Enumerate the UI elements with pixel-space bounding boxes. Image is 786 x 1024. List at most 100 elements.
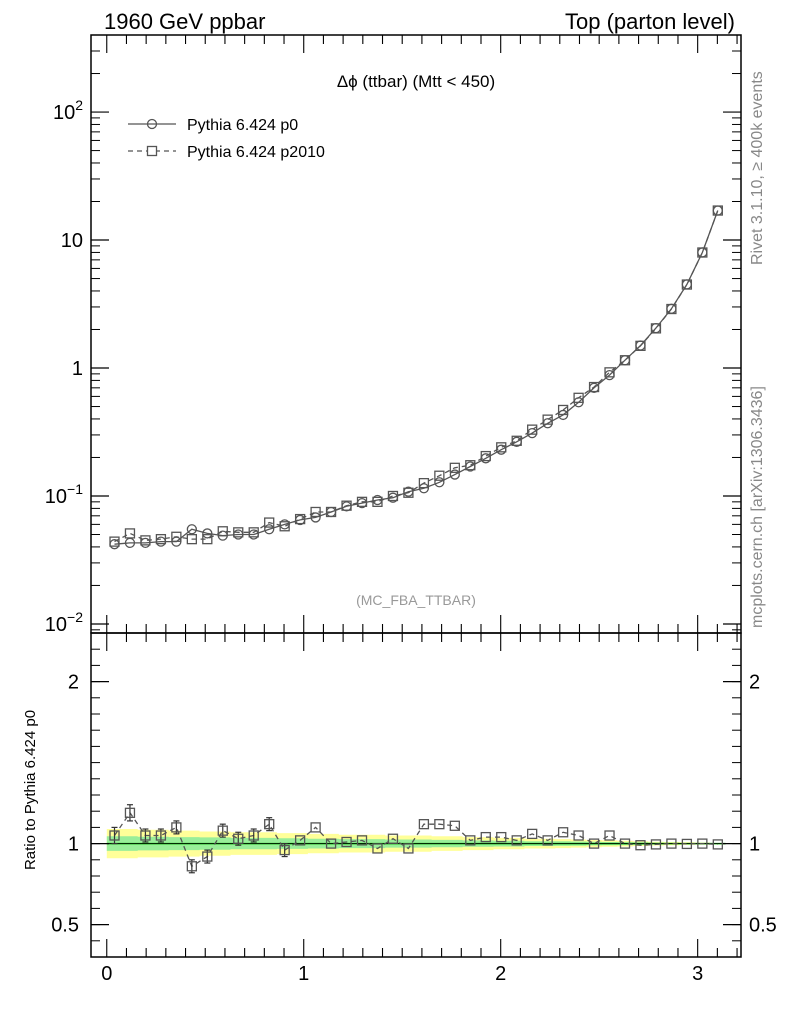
data-point-p2010 (604, 367, 615, 378)
ratio-point (449, 820, 460, 831)
ratio-point (310, 822, 321, 833)
mcplots-label: mcplots.cern.ch [arXiv:1306.3436] (749, 386, 766, 628)
legend-marker-p0 (146, 118, 158, 130)
ratio-point (681, 838, 693, 850)
data-point-p2010 (418, 477, 430, 489)
ratio-point (697, 838, 708, 849)
ratio-point (542, 835, 553, 846)
data-point-p0 (202, 528, 213, 539)
x-tick-label: 3 (692, 963, 703, 985)
data-point-p2010 (264, 517, 275, 528)
data-point-p2010 (666, 303, 677, 315)
chart-title: Δϕ (ttbar) (Mtt < 450) (337, 72, 495, 91)
rivet-label: Rivet 3.1.10, ≥ 400k events (749, 71, 766, 265)
ratio-point (635, 840, 646, 851)
data-point-p2010 (650, 323, 662, 334)
x-tick-labels: 0 1 2 3 (101, 963, 703, 985)
lower-panel: 0.5 0.5 1 1 2 2 (51, 633, 777, 957)
legend-label-p0: Pythia 6.424 p0 (187, 117, 298, 134)
ratio-point (279, 844, 290, 856)
series-line-1 (114, 210, 719, 543)
ratio-point (155, 830, 167, 841)
data-point-p0 (310, 512, 321, 523)
data-point-p0 (434, 477, 445, 488)
ratio-point (465, 835, 476, 846)
data-point-p2010 (171, 531, 182, 542)
data-point-p2010 (588, 381, 600, 393)
data-point-p2010 (619, 355, 631, 366)
data-point-p2010 (403, 487, 414, 498)
ratio-point (217, 825, 228, 836)
ratio-point (619, 838, 631, 849)
ratio-point (511, 835, 522, 846)
lower-ytick-label: 0.5 (51, 915, 79, 937)
ratio-point (527, 828, 538, 840)
lower-frame (90, 632, 742, 958)
ratio-point (434, 819, 445, 830)
ratio-point (109, 830, 120, 841)
ratio-point (171, 822, 182, 833)
data-point-p2010 (341, 500, 352, 511)
ratio-point (233, 833, 244, 844)
x-tick-label: 2 (495, 963, 506, 985)
data-point-p0 (264, 524, 275, 535)
data-point-p0 (449, 469, 460, 480)
data-point-p2010 (635, 340, 646, 351)
data-point-p2010 (186, 533, 197, 545)
ratio-point (186, 861, 197, 872)
ratio-point (403, 843, 414, 854)
lower-ytick-label: 2 (68, 672, 79, 694)
ratio-point (666, 838, 677, 849)
data-point-p2010 (310, 506, 321, 518)
legend: Pythia 6.424 p0 Pythia 6.424 p2010 (128, 117, 325, 161)
ratio-point (650, 839, 662, 850)
legend-marker-p2010 (146, 145, 158, 157)
data-point-p2010 (325, 506, 337, 518)
ratio-point (124, 807, 136, 818)
data-point-p2010 (217, 526, 228, 537)
x-tick-label: 0 (101, 963, 112, 985)
header-left: 1960 GeV ppbar (104, 9, 265, 34)
ratio-point (712, 839, 723, 850)
data-point-p2010 (248, 527, 259, 538)
legend-label-p2010: Pythia 6.424 p2010 (187, 144, 325, 161)
data-point-p2010 (294, 513, 306, 525)
upper-ytick-label: 10 (61, 230, 83, 252)
ratio-point (140, 830, 151, 841)
upper-ytick-label: 102 (53, 97, 83, 124)
data-point-p2010 (279, 521, 290, 532)
data-point-p2010 (449, 462, 460, 473)
ratio-point (557, 827, 569, 838)
x-tick-label: 1 (298, 963, 309, 985)
data-point-p2010 (511, 435, 522, 446)
upper-ytick-label: 10−1 (45, 481, 83, 508)
ratio-point (387, 833, 399, 844)
ratio-point (264, 819, 275, 830)
data-point-p2010 (465, 460, 476, 471)
ratio-point (325, 838, 337, 849)
ratio-point (418, 819, 430, 830)
data-point-p2010 (496, 442, 507, 453)
upper-ytick-label: 1 (72, 358, 83, 380)
lower-ytick-label-right: 1 (749, 834, 760, 856)
data-point-p2010 (527, 424, 538, 435)
data-point-p2010 (356, 496, 368, 507)
data-point-p2010 (124, 528, 136, 539)
ratio-point (372, 843, 383, 854)
data-point-p2010 (557, 404, 569, 416)
data-point-p2010 (202, 533, 213, 545)
data-point-p2010 (109, 536, 120, 547)
data-point-p2010 (573, 392, 584, 403)
ratio-point (573, 830, 584, 841)
ratio-point (604, 830, 615, 841)
data-point-p2010 (681, 279, 693, 290)
series-line-0 (114, 210, 719, 545)
data-point-p2010 (480, 450, 491, 462)
ratio-line (113, 811, 718, 868)
data-point-p2010 (434, 470, 445, 481)
ratio-point (341, 836, 352, 848)
data-point-p2010 (697, 247, 708, 258)
ratio-point (356, 835, 368, 846)
data-point-p2010 (140, 535, 151, 546)
